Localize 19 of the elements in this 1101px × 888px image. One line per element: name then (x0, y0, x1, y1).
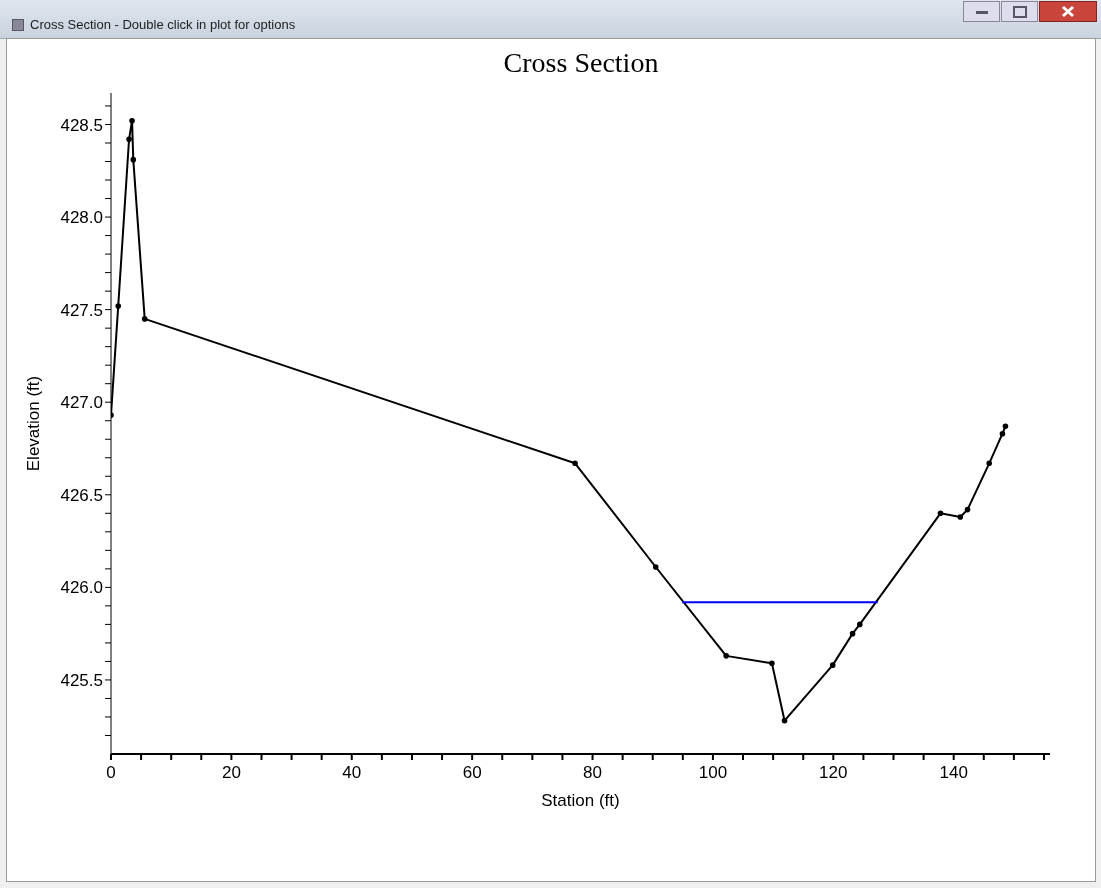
x-tick-label: 120 (819, 763, 848, 782)
x-tick-label: 40 (342, 763, 362, 782)
text: Cross Section - Double click in plot for options (30, 17, 296, 32)
x-tick-label: 0 (106, 763, 116, 782)
y-tick-label: 427.0 (60, 393, 103, 413)
y-tick-label: 428.0 (60, 208, 103, 228)
x-tick-label: 80 (583, 763, 602, 782)
y-axis-title: Elevation (ft) (24, 375, 44, 472)
y-tick-label: 425.5 (60, 670, 103, 690)
x-axis-title: Station (ft) (541, 791, 620, 810)
x-tick-label: 140 (939, 763, 968, 782)
y-tick-label: 428.5 (60, 115, 103, 135)
y-tick-label: 426.0 (60, 578, 103, 598)
y-tick-label: 426.5 (60, 485, 103, 505)
x-tick-label: 20 (221, 763, 241, 782)
x-tick-label: 100 (698, 763, 728, 782)
chart-title: Cross Section (502, 47, 660, 79)
x-tick-label: 60 (462, 763, 482, 782)
y-tick-label: 427.5 (60, 300, 103, 320)
